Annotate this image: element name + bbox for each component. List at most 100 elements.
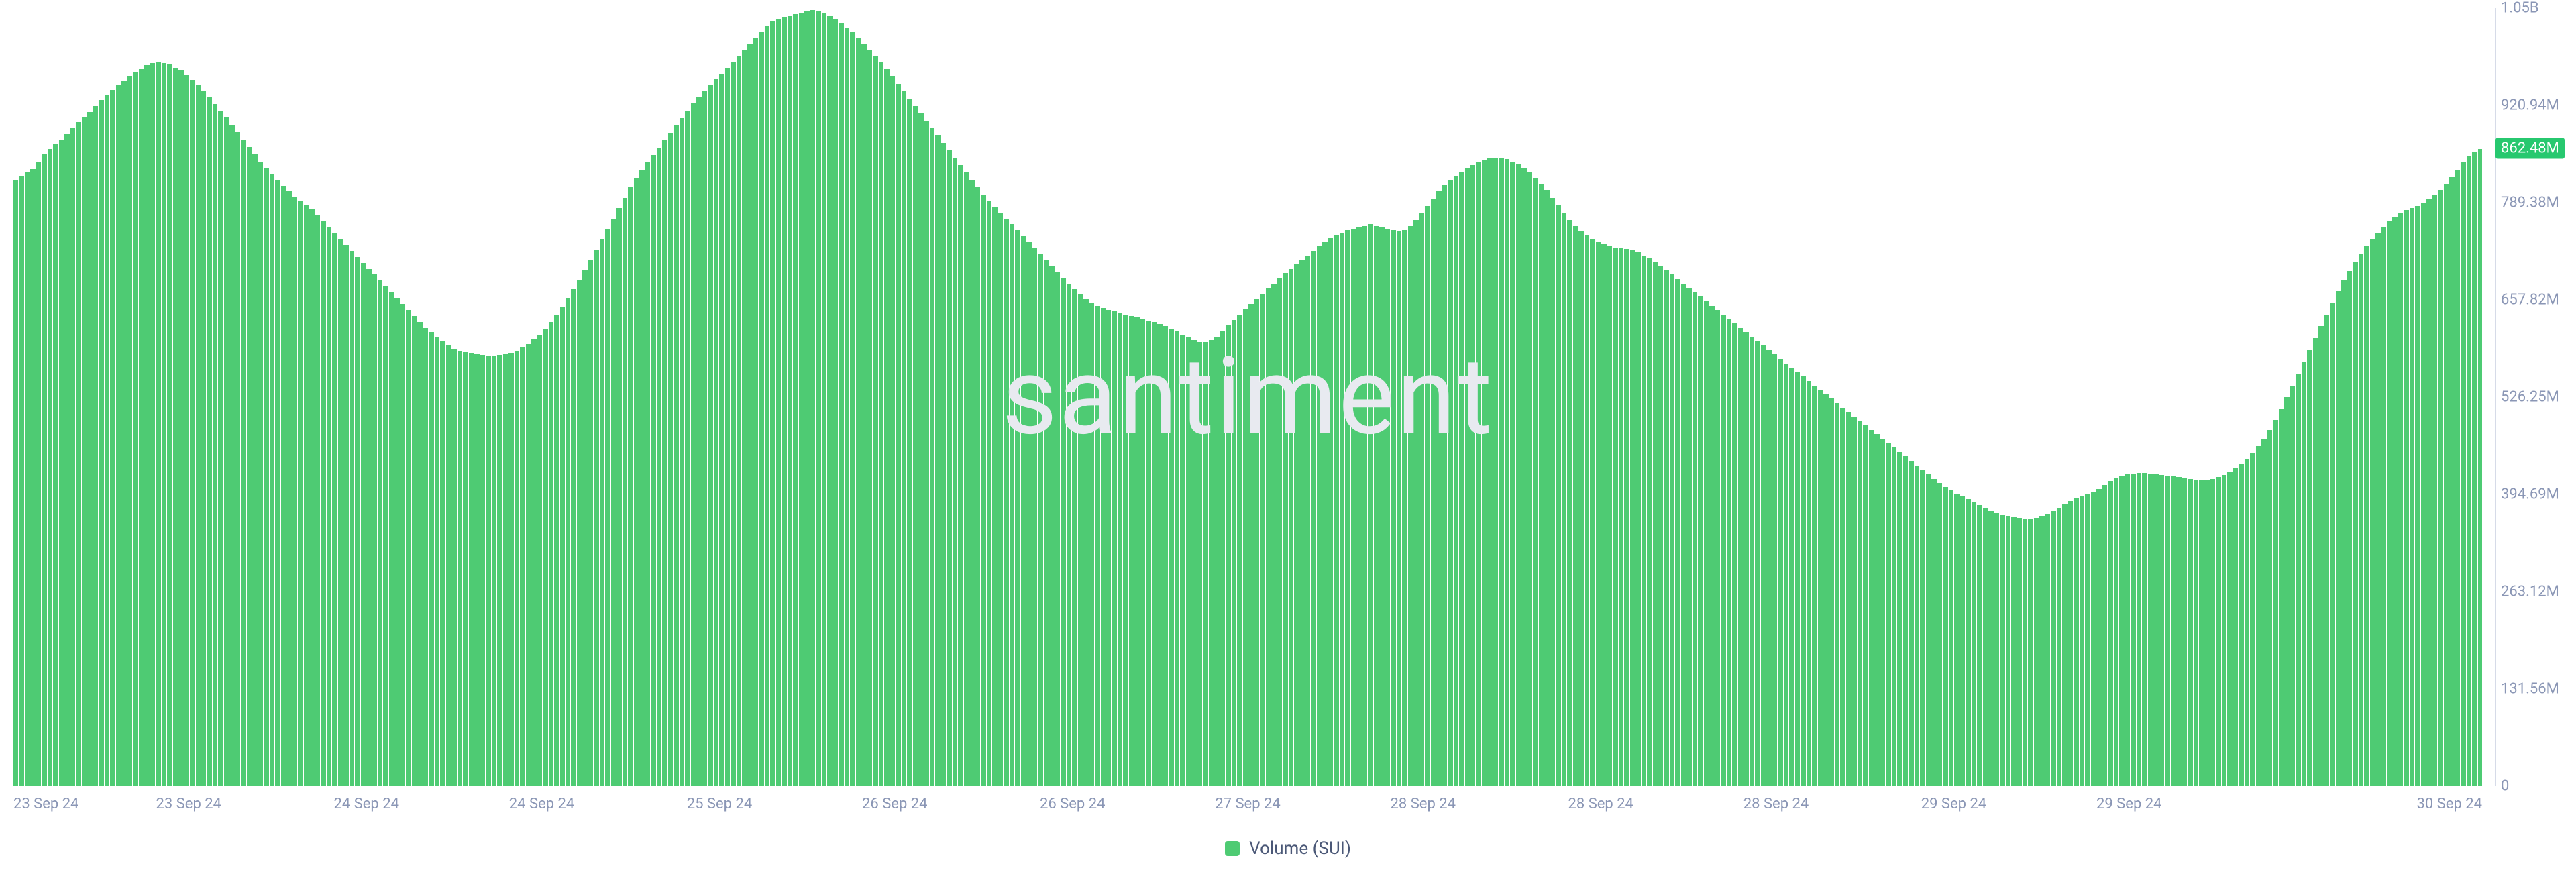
bar — [1123, 315, 1128, 786]
x-tick-label: 25 Sep 24 — [687, 796, 752, 812]
bar — [731, 62, 735, 786]
bar — [2267, 430, 2272, 786]
bar — [1596, 242, 1601, 786]
x-tick-label: 24 Sep 24 — [334, 796, 399, 812]
bar — [2210, 479, 2215, 786]
bar — [856, 38, 861, 786]
bar — [1448, 180, 1452, 786]
bar — [1101, 308, 1106, 786]
bar — [2171, 476, 2176, 786]
bar — [702, 91, 707, 786]
x-axis: 23 Sep 2423 Sep 2424 Sep 2424 Sep 2425 S… — [13, 792, 2482, 818]
bar — [1920, 470, 1925, 786]
bar — [2074, 498, 2078, 786]
bar — [1408, 226, 1413, 786]
bar — [1055, 272, 1060, 786]
y-tick-label: 394.69M — [2501, 486, 2559, 502]
bar — [662, 140, 667, 786]
plot-area[interactable]: santiment — [13, 8, 2482, 786]
bar — [594, 250, 598, 786]
bar — [1619, 248, 1623, 786]
bar — [1972, 502, 1976, 786]
bar — [719, 74, 724, 786]
bar — [2336, 291, 2341, 786]
bar — [2131, 474, 2135, 786]
bar — [110, 90, 115, 786]
bar — [799, 13, 804, 786]
bar — [1140, 319, 1145, 786]
bar — [582, 270, 587, 786]
bar — [429, 332, 433, 786]
bar — [417, 322, 422, 786]
bar — [1550, 198, 1555, 786]
bar — [2426, 199, 2431, 786]
bar — [503, 354, 508, 786]
bar — [1431, 199, 1436, 786]
bar — [879, 62, 883, 786]
bar — [389, 292, 394, 786]
bar — [873, 56, 877, 786]
bar — [2000, 515, 2004, 786]
bar — [549, 322, 553, 786]
bar — [469, 353, 474, 786]
bar — [1049, 266, 1054, 786]
bar — [1585, 235, 1589, 786]
bar — [2318, 326, 2323, 786]
bar — [2091, 492, 2096, 786]
bar — [2199, 480, 2204, 786]
bar — [13, 180, 18, 786]
bar — [526, 344, 531, 786]
bar — [1505, 159, 1509, 786]
bar — [2364, 246, 2369, 786]
bar — [2387, 221, 2392, 786]
bar — [87, 112, 92, 786]
bar — [42, 154, 46, 786]
bar — [1493, 158, 1498, 786]
bar — [99, 100, 103, 786]
bar — [1442, 185, 1447, 786]
bar — [793, 14, 798, 786]
bar — [93, 106, 98, 786]
bar — [543, 329, 547, 786]
bar — [2153, 474, 2158, 786]
bar — [1232, 320, 1236, 786]
bar — [1510, 162, 1515, 786]
bar — [190, 80, 195, 786]
bar — [218, 111, 223, 786]
bar — [1277, 278, 1282, 786]
bar — [275, 180, 280, 786]
bar — [2296, 374, 2300, 786]
bar — [1704, 301, 1709, 786]
bar — [1715, 310, 1720, 786]
bar — [765, 26, 769, 786]
legend-label: Volume (SUI) — [1249, 838, 1351, 859]
bar — [1260, 294, 1265, 786]
bar — [537, 335, 542, 786]
bar — [1812, 386, 1817, 786]
bar — [1015, 230, 1020, 786]
bar — [1112, 311, 1116, 786]
bar — [121, 81, 126, 786]
bar — [1544, 190, 1549, 786]
bar — [378, 280, 382, 786]
bar — [144, 65, 149, 786]
bar — [616, 208, 621, 786]
bar — [1072, 289, 1077, 786]
bar — [451, 349, 456, 786]
bar — [2302, 362, 2306, 786]
bar — [2096, 489, 2101, 786]
bar — [1436, 191, 1441, 786]
bar — [1175, 331, 1179, 786]
bar — [1078, 294, 1083, 786]
bar — [1829, 398, 1834, 786]
bar — [2011, 517, 2016, 786]
bar — [76, 122, 80, 786]
bar — [1675, 279, 1680, 786]
bar — [1419, 213, 1424, 786]
bar — [1647, 258, 1652, 786]
bar — [1482, 160, 1487, 787]
bar — [2239, 464, 2243, 786]
bar — [1152, 322, 1157, 786]
bar — [173, 68, 178, 786]
bar — [2119, 476, 2124, 786]
